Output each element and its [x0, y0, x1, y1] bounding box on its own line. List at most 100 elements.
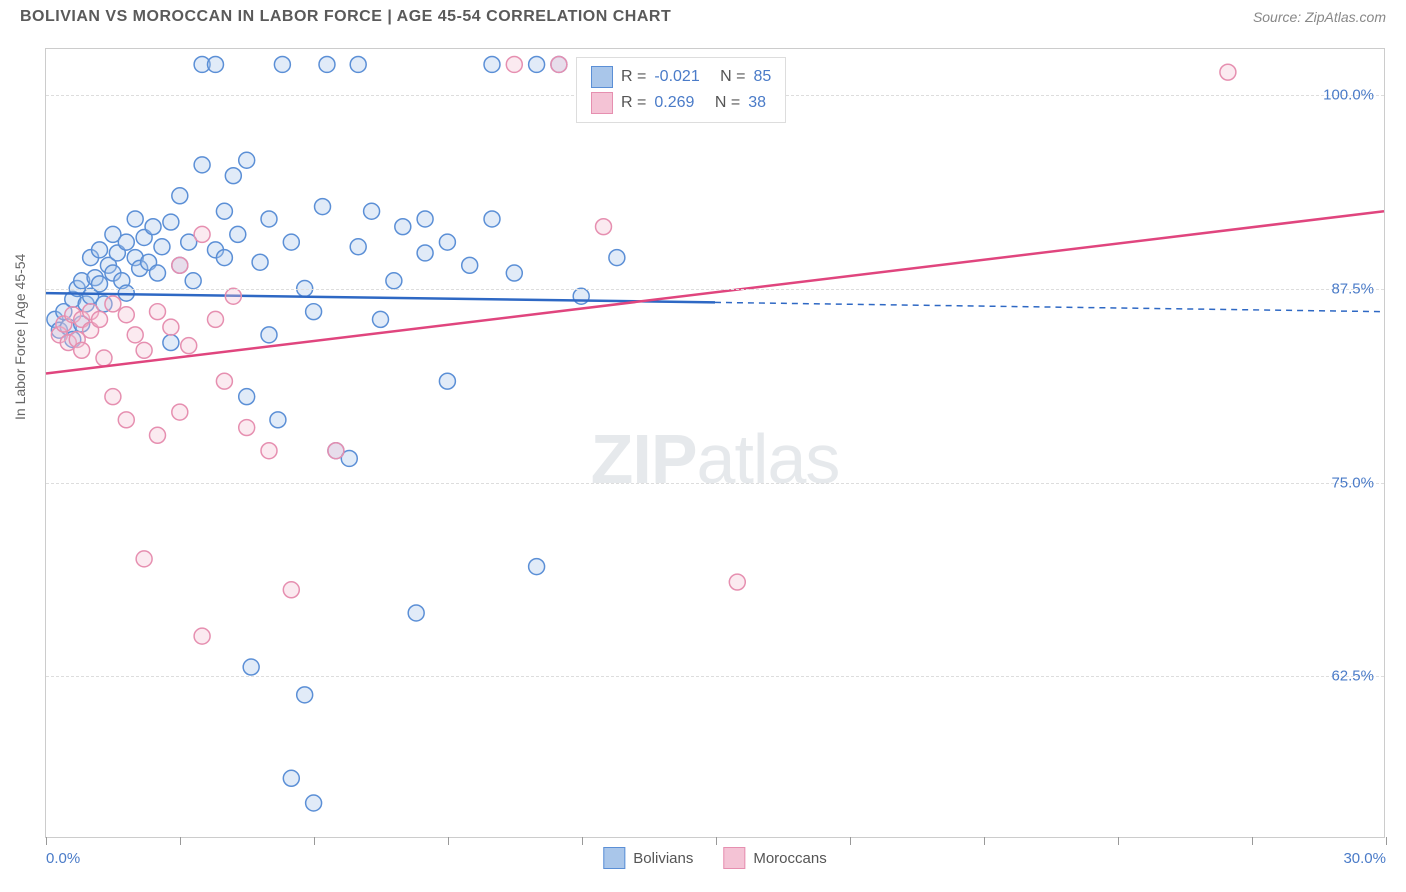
scatter-point: [596, 219, 612, 235]
scatter-point: [163, 214, 179, 230]
chart-area: ZIPatlas R = -0.021 N = 85 R = 0.269 N =…: [45, 48, 1385, 838]
x-tick-label: 0.0%: [46, 850, 80, 867]
scatter-point: [118, 234, 134, 250]
legend-row-moroccans: R = 0.269 N = 38: [591, 90, 771, 116]
scatter-point: [225, 168, 241, 184]
scatter-point: [105, 296, 121, 312]
correlation-legend: R = -0.021 N = 85 R = 0.269 N = 38: [576, 57, 786, 123]
scatter-point: [364, 203, 380, 219]
scatter-point: [207, 56, 223, 72]
scatter-point: [1220, 64, 1236, 80]
x-tick: [984, 837, 985, 845]
scatter-point: [230, 226, 246, 242]
trend-line: [46, 211, 1384, 373]
scatter-point: [239, 420, 255, 436]
scatter-point: [150, 427, 166, 443]
scatter-point: [154, 239, 170, 255]
x-tick: [314, 837, 315, 845]
x-tick: [448, 837, 449, 845]
scatter-point: [181, 338, 197, 354]
y-tick-label: 62.5%: [1331, 668, 1374, 685]
scatter-point: [163, 319, 179, 335]
scatter-point: [185, 273, 201, 289]
scatter-point: [243, 659, 259, 675]
legend-swatch-icon: [603, 847, 625, 869]
scatter-point: [118, 307, 134, 323]
scatter-point: [127, 211, 143, 227]
scatter-point: [172, 188, 188, 204]
source-label: Source: ZipAtlas.com: [1253, 9, 1386, 25]
scatter-point: [283, 770, 299, 786]
scatter-point: [484, 56, 500, 72]
scatter-point: [439, 373, 455, 389]
scatter-point: [145, 219, 161, 235]
scatter-point: [239, 152, 255, 168]
scatter-point: [306, 795, 322, 811]
scatter-point: [506, 56, 522, 72]
scatter-point: [261, 443, 277, 459]
gridline: [46, 289, 1384, 290]
scatter-point: [96, 350, 112, 366]
scatter-point: [225, 288, 241, 304]
scatter-plot-svg: [46, 49, 1384, 837]
scatter-point: [529, 56, 545, 72]
scatter-point: [163, 335, 179, 351]
x-tick: [46, 837, 47, 845]
legend-item-moroccans: Moroccans: [723, 847, 826, 869]
y-tick-label: 100.0%: [1323, 87, 1374, 104]
scatter-point: [252, 254, 268, 270]
scatter-point: [439, 234, 455, 250]
scatter-point: [328, 443, 344, 459]
scatter-point: [297, 687, 313, 703]
scatter-point: [373, 311, 389, 327]
scatter-point: [136, 551, 152, 567]
x-tick: [1386, 837, 1387, 845]
series-legend: Bolivians Moroccans: [603, 847, 826, 869]
scatter-point: [274, 56, 290, 72]
scatter-point: [729, 574, 745, 590]
x-tick: [180, 837, 181, 845]
scatter-point: [216, 203, 232, 219]
scatter-point: [216, 373, 232, 389]
scatter-point: [506, 265, 522, 281]
scatter-point: [319, 56, 335, 72]
x-tick: [1252, 837, 1253, 845]
legend-swatch-moroccans: [591, 92, 613, 114]
r-value-bolivians: -0.021: [654, 68, 699, 86]
scatter-point: [92, 242, 108, 258]
scatter-point: [150, 265, 166, 281]
x-tick: [582, 837, 583, 845]
scatter-point: [417, 245, 433, 261]
scatter-point: [315, 199, 331, 215]
scatter-point: [462, 257, 478, 273]
scatter-point: [92, 311, 108, 327]
scatter-point: [350, 239, 366, 255]
n-value-bolivians: 85: [754, 68, 772, 86]
scatter-point: [105, 389, 121, 405]
scatter-point: [74, 342, 90, 358]
scatter-point: [283, 234, 299, 250]
scatter-point: [127, 327, 143, 343]
x-tick-label: 30.0%: [1343, 850, 1386, 867]
gridline: [46, 483, 1384, 484]
scatter-point: [172, 404, 188, 420]
scatter-point: [261, 327, 277, 343]
scatter-point: [172, 257, 188, 273]
scatter-point: [306, 304, 322, 320]
scatter-point: [270, 412, 286, 428]
scatter-point: [136, 342, 152, 358]
y-tick-label: 75.0%: [1331, 474, 1374, 491]
scatter-point: [239, 389, 255, 405]
scatter-point: [118, 412, 134, 428]
x-tick: [716, 837, 717, 845]
scatter-point: [609, 250, 625, 266]
n-value-moroccans: 38: [748, 94, 766, 112]
legend-label-moroccans: Moroccans: [753, 850, 826, 867]
scatter-point: [386, 273, 402, 289]
scatter-point: [194, 157, 210, 173]
scatter-point: [529, 559, 545, 575]
scatter-point: [216, 250, 232, 266]
x-tick: [850, 837, 851, 845]
legend-swatch-bolivians: [591, 66, 613, 88]
scatter-point: [194, 226, 210, 242]
